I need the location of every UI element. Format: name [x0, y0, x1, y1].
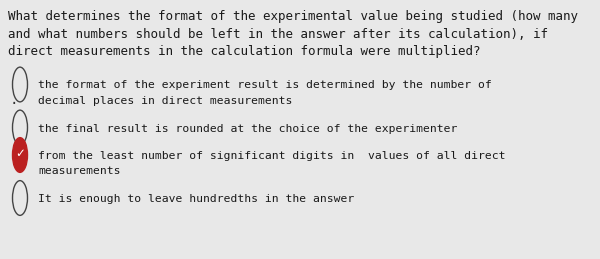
Text: and what numbers should be left in the answer after its calculation), if: and what numbers should be left in the a…	[8, 27, 548, 40]
Text: It is enough to leave hundredths in the answer: It is enough to leave hundredths in the …	[38, 194, 354, 204]
Text: the final result is rounded at the choice of the experimenter: the final result is rounded at the choic…	[38, 124, 457, 133]
Text: decimal places in direct measurements: decimal places in direct measurements	[38, 96, 292, 106]
Text: ✓: ✓	[15, 147, 25, 161]
Text: What determines the format of the experimental value being studied (how many: What determines the format of the experi…	[8, 10, 578, 23]
Text: ·: ·	[10, 97, 19, 111]
Text: direct measurements in the calculation formula were multiplied?: direct measurements in the calculation f…	[8, 45, 481, 58]
Text: the format of the experiment result is determined by the number of: the format of the experiment result is d…	[38, 81, 492, 90]
Text: measurements: measurements	[38, 167, 121, 176]
Ellipse shape	[13, 138, 28, 172]
Text: from the least number of significant digits in  values of all direct: from the least number of significant dig…	[38, 151, 505, 161]
